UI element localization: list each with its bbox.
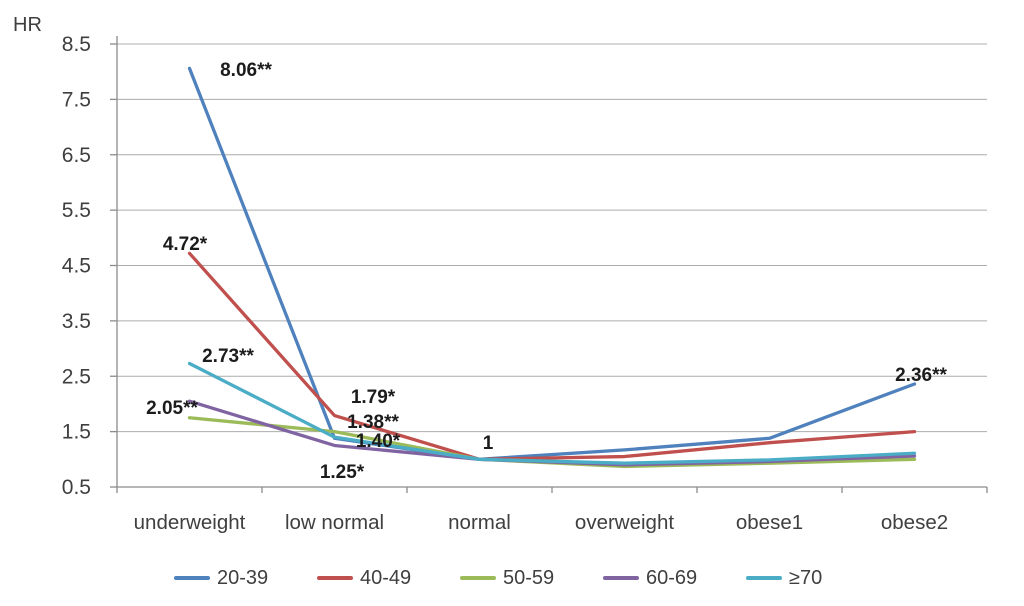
- legend-swatch-40-49: [317, 576, 353, 580]
- data-label: 1.38**: [347, 412, 399, 433]
- legend-swatch-ge70: [746, 576, 782, 580]
- data-label: 1.25*: [320, 462, 365, 483]
- data-label: 8.06**: [220, 60, 272, 81]
- y-tick-label: 5.5: [62, 199, 91, 222]
- legend: 20-39 40-49 50-59 60-69 ≥70: [174, 566, 822, 590]
- y-tick-label: 4.5: [62, 255, 91, 278]
- legend-label-40-49: 40-49: [360, 566, 412, 589]
- y-tick-label: 7.5: [62, 88, 91, 111]
- y-tick-label: 2.5: [62, 365, 91, 388]
- legend-label-60-69: 60-69: [646, 566, 698, 589]
- y-tick-label: 6.5: [62, 144, 91, 167]
- x-category-label-obese1: obese1: [736, 511, 803, 534]
- legend-label-ge70: ≥70: [789, 566, 823, 589]
- legend-swatch-50-59: [460, 576, 496, 580]
- legend-item-40-49: 40-49: [317, 567, 460, 590]
- y-axis-title: HR: [13, 14, 42, 36]
- y-axis-tick-labels: 8.5 7.5 6.5 5.5 4.5 3.5 2.5 1.5 0.5: [62, 33, 91, 499]
- x-category-label-overweight: overweight: [575, 511, 674, 534]
- legend-item-20-39: 20-39: [174, 567, 317, 590]
- data-label: 2.05**: [146, 398, 198, 419]
- legend-swatch-20-39: [174, 576, 210, 580]
- x-axis-category-labels: underweight low normal normal overweight obe…: [134, 511, 948, 534]
- series-line-20-39: [187, 66, 917, 461]
- legend-item-ge70: ≥70: [746, 567, 822, 590]
- y-tick-label: 1.5: [62, 421, 91, 444]
- x-category-label-low-normal: low normal: [285, 511, 384, 534]
- legend-label-50-59: 50-59: [503, 566, 555, 589]
- x-category-label-obese2: obese2: [881, 511, 948, 534]
- legend-swatch-60-69: [603, 576, 639, 580]
- data-label: 1: [483, 433, 494, 454]
- series-lines: [187, 66, 917, 469]
- data-label: 2.36**: [895, 365, 947, 386]
- data-label: 1.40*: [356, 431, 401, 452]
- legend-item-50-59: 50-59: [460, 567, 603, 590]
- y-tick-label: 0.5: [62, 476, 91, 499]
- legend-item-60-69: 60-69: [603, 567, 746, 590]
- x-category-label-underweight: underweight: [134, 511, 246, 534]
- axes: [110, 36, 988, 493]
- x-category-label-normal: normal: [448, 511, 511, 534]
- y-tick-label: 3.5: [62, 310, 91, 333]
- legend-label-20-39: 20-39: [217, 566, 269, 589]
- series-line-40-49: [187, 251, 917, 461]
- data-labels: 8.06** 4.72* 2.73** 2.05** 1.79* 1.38**1.40* 1…: [146, 60, 947, 483]
- series-line-≥70: [187, 361, 917, 465]
- data-label: 2.73**: [202, 346, 254, 367]
- y-tick-label: 8.5: [62, 33, 91, 56]
- data-label: 1.79*: [351, 387, 396, 408]
- data-label: 4.72*: [163, 234, 208, 255]
